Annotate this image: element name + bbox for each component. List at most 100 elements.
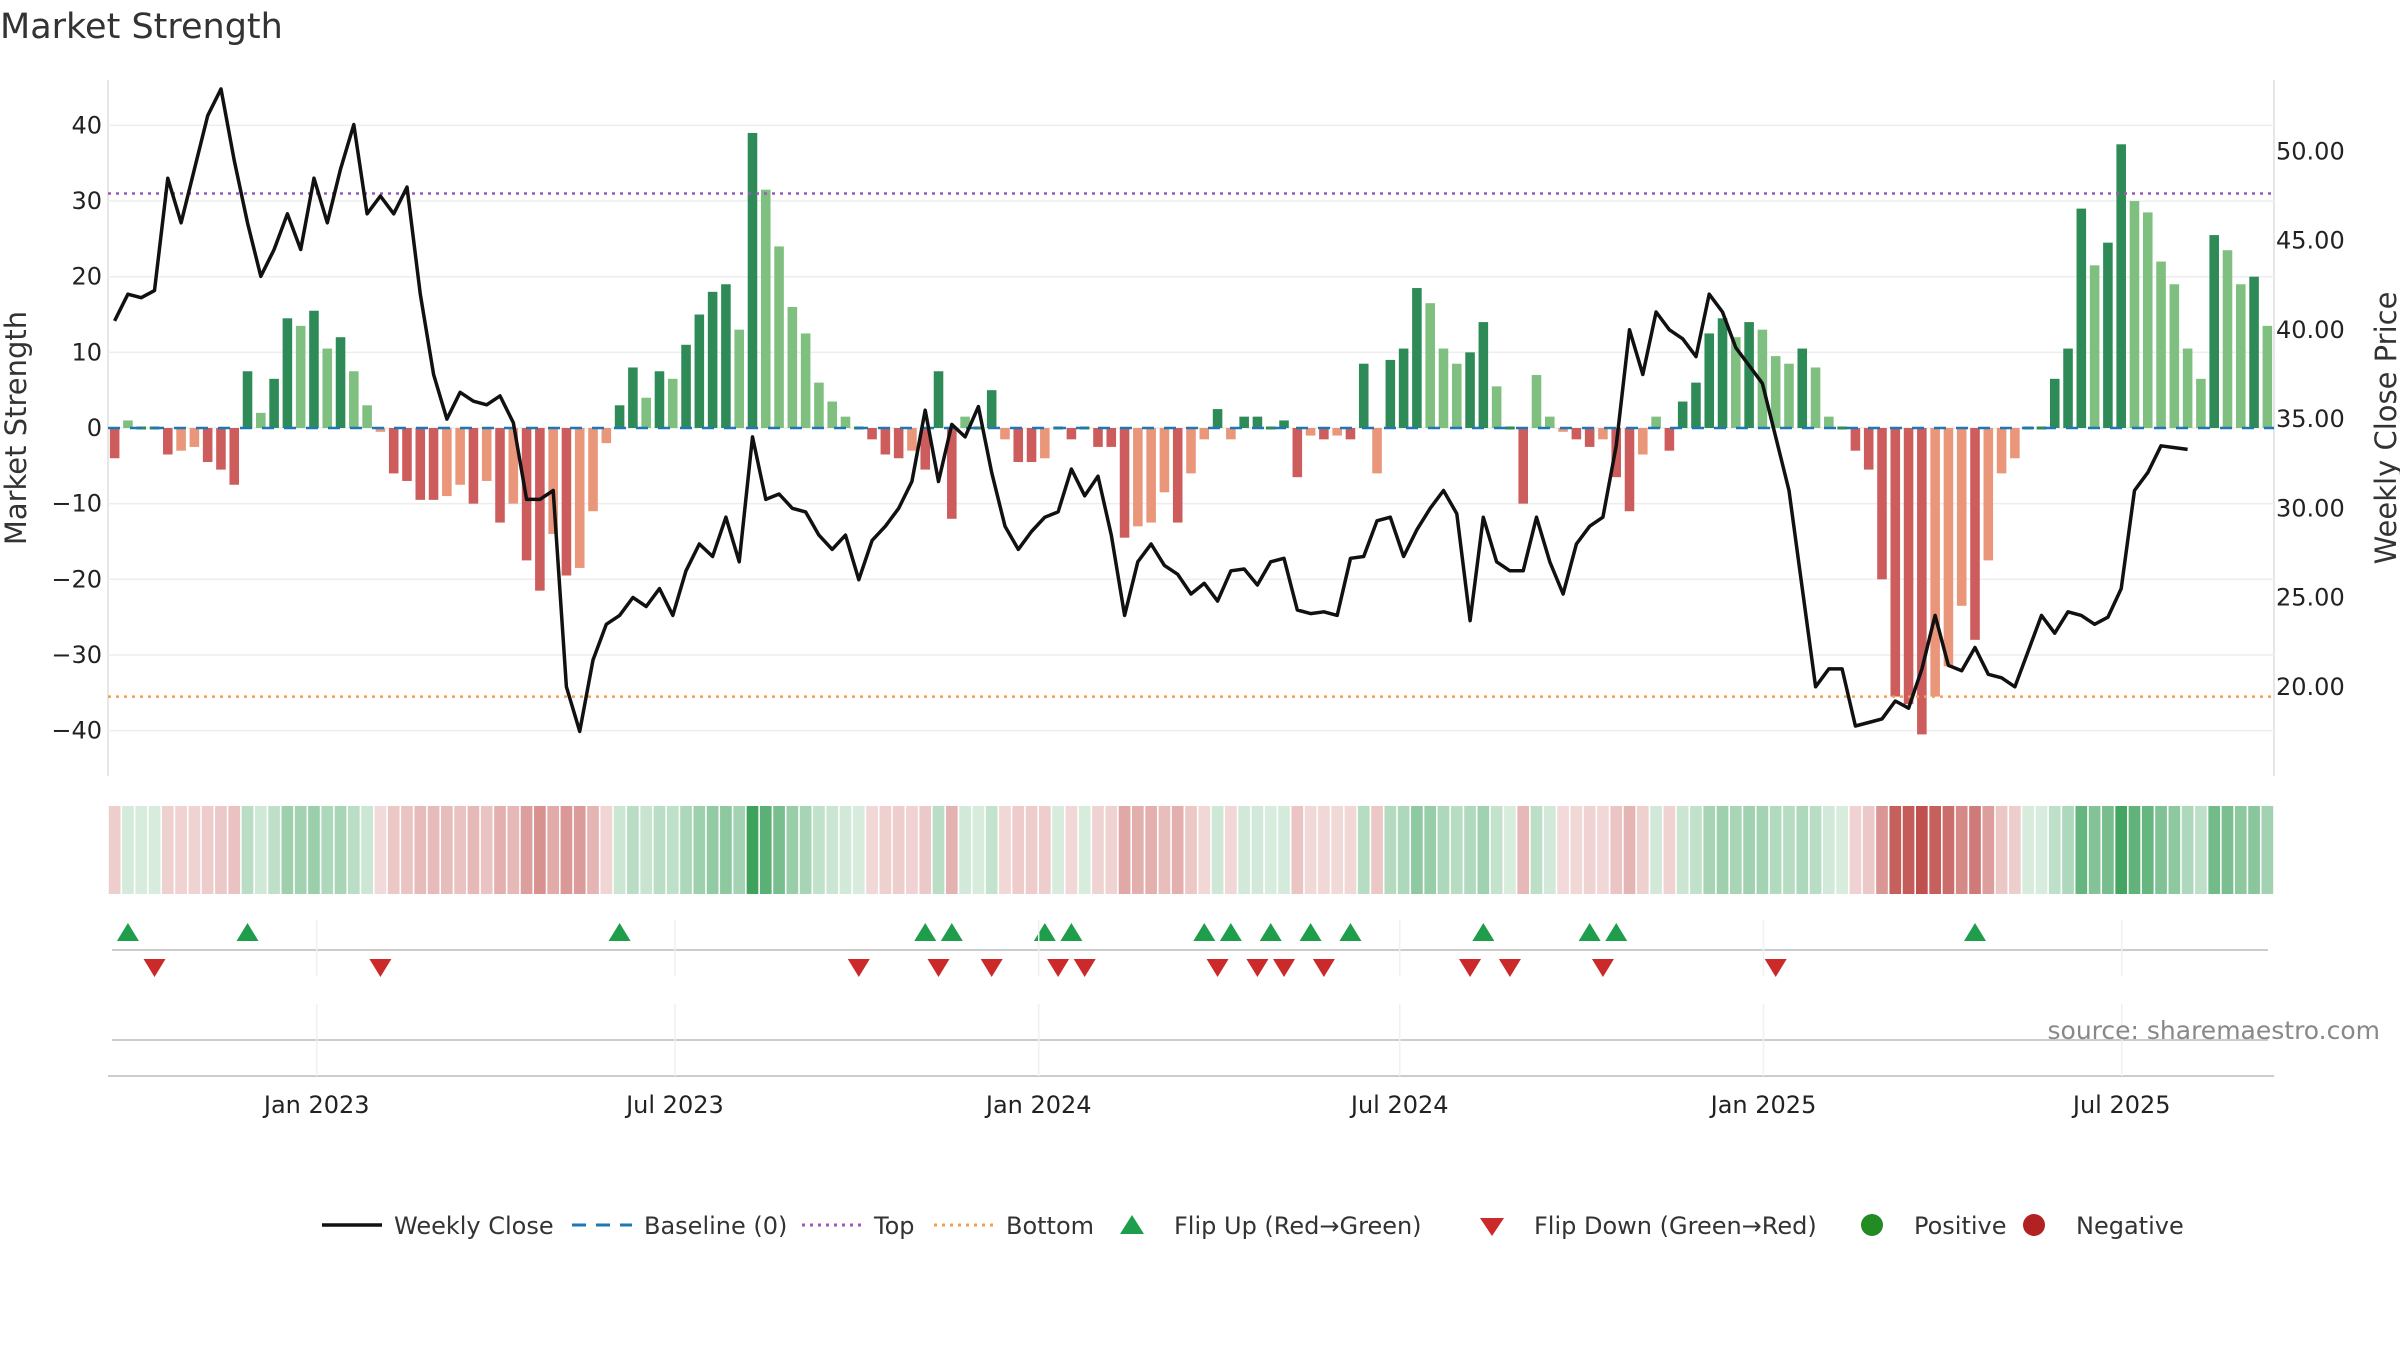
- strength-bar: [1146, 428, 1156, 523]
- strength-bar: [1252, 416, 1263, 428]
- heat-cell: [1716, 806, 1729, 894]
- weekly-close-line: [113, 87, 2188, 734]
- heat-cell: [1650, 806, 1662, 894]
- strength-bar: [1810, 367, 1821, 428]
- x-tick-label: Jul 2024: [1349, 1091, 1449, 1119]
- strength-bar: [1093, 428, 1103, 447]
- strength-bar: [1239, 416, 1249, 428]
- strength-bar: [628, 367, 638, 428]
- heat-cell: [2062, 806, 2074, 894]
- strength-bar: [2142, 212, 2153, 428]
- heat-cell: [1397, 806, 1410, 894]
- heat-cell: [1291, 806, 1304, 894]
- strength-bar: [548, 428, 558, 534]
- strength-bar: [1571, 428, 1582, 440]
- heat-cell: [414, 806, 427, 894]
- strength-bar: [1106, 428, 1117, 447]
- flip-down-marker: [1246, 959, 1269, 977]
- heat-cell: [374, 806, 387, 894]
- strength-bar: [1651, 416, 1661, 428]
- heat-cell: [2022, 806, 2035, 894]
- strength-bar: [1226, 428, 1236, 440]
- flip-up-marker: [1193, 923, 1216, 941]
- heat-cell: [1995, 806, 2008, 894]
- x-tick-label: Jan 2023: [262, 1091, 370, 1119]
- y-tick-label-left: 10: [71, 338, 102, 366]
- heat-cell: [1557, 806, 1569, 894]
- flip-down-marker: [1073, 959, 1096, 977]
- strength-bar: [229, 428, 240, 485]
- strength-bar: [428, 428, 439, 500]
- strength-bar: [880, 428, 891, 455]
- heat-cell: [1052, 806, 1064, 894]
- heat-cell: [1783, 806, 1795, 894]
- strength-bar: [1133, 428, 1143, 527]
- heat-cell: [1876, 806, 1888, 894]
- flip-markers-panel: [112, 923, 2268, 977]
- y-tick-label-left: −20: [51, 565, 102, 593]
- x-axis-panel: Jan 2023 Jul 2023 Jan 2024 Jul 2024 Jan 2025…: [108, 920, 2274, 1119]
- heat-cell: [2035, 806, 2048, 894]
- heat-cell: [1450, 806, 1463, 894]
- heat-cell: [2075, 806, 2088, 894]
- flip-up-marker: [1578, 923, 1601, 941]
- strength-bar: [1199, 428, 1210, 440]
- heat-cell: [427, 806, 440, 894]
- heat-cell: [1038, 806, 1051, 894]
- flip-down-marker: [1312, 959, 1335, 977]
- heat-cell: [1570, 806, 1583, 894]
- strength-bar: [760, 189, 771, 428]
- strength-bar: [681, 344, 691, 428]
- heat-cell: [680, 806, 692, 894]
- heat-cell: [1384, 806, 1397, 894]
- strength-bar: [1000, 428, 1010, 440]
- heat-cell: [1636, 806, 1649, 894]
- flip-down-marker: [1206, 959, 1229, 977]
- strength-bar: [375, 428, 386, 432]
- y-tick-label-left: 40: [71, 111, 102, 139]
- strength-bar: [1425, 303, 1435, 428]
- strength-bar: [1159, 428, 1170, 493]
- heat-cell: [1822, 806, 1835, 894]
- heat-cell: [547, 806, 560, 894]
- flip-down-marker: [1498, 959, 1521, 977]
- strength-bar: [2129, 201, 2140, 428]
- heat-cell: [1703, 806, 1716, 894]
- strength-bar: [1863, 428, 1874, 470]
- flip-down-marker: [1764, 959, 1787, 977]
- strength-bar: [1026, 428, 1037, 463]
- heat-cell: [2208, 806, 2221, 894]
- heat-cell: [201, 806, 214, 894]
- strength-bar: [1797, 348, 1808, 428]
- strength-bar: [335, 337, 346, 428]
- legend-swatch-flip-up: [1120, 1215, 1144, 1234]
- strength-heat-strip: [108, 806, 2274, 894]
- strength-bar: [309, 310, 319, 428]
- heat-cell: [653, 806, 666, 894]
- strength-bar: [2076, 208, 2087, 428]
- heat-cell: [1118, 806, 1131, 894]
- heat-cell: [759, 806, 772, 894]
- heat-cell: [480, 806, 493, 894]
- heat-cell: [1610, 806, 1623, 894]
- strength-bar: [893, 428, 904, 459]
- heat-cell: [932, 806, 945, 894]
- strength-bar: [2209, 235, 2219, 428]
- heat-cell: [1304, 806, 1317, 894]
- heat-cell: [254, 806, 267, 894]
- heat-cell: [467, 806, 480, 894]
- heat-cell: [1437, 806, 1450, 894]
- heat-cell: [1743, 806, 1755, 894]
- y-tick-label-right: 45.00: [2276, 227, 2345, 255]
- strength-bar: [1638, 428, 1648, 455]
- strength-bar: [814, 382, 824, 428]
- strength-bar: [455, 428, 465, 485]
- strength-bar: [402, 428, 412, 481]
- heat-cell: [2261, 806, 2274, 894]
- flip-down-marker: [369, 959, 392, 977]
- heat-cell: [1185, 806, 1197, 894]
- strength-bar: [1691, 382, 1701, 428]
- strength-bar: [362, 405, 372, 428]
- heat-cell: [2088, 806, 2101, 894]
- heat-cell: [839, 806, 852, 894]
